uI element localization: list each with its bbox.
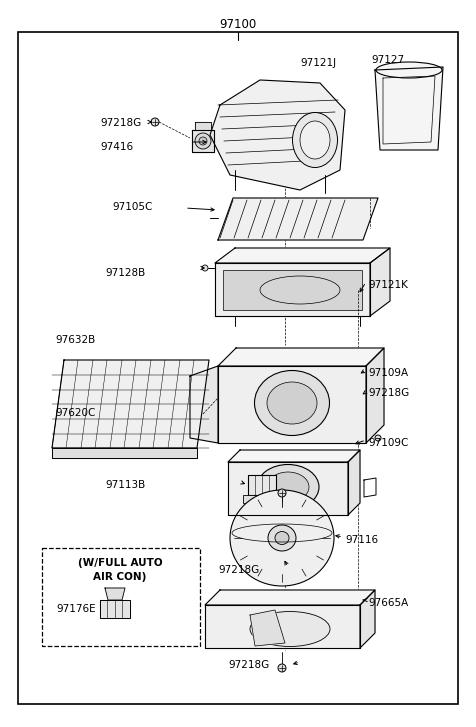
Text: 97632B: 97632B — [55, 335, 95, 345]
Text: 97176E: 97176E — [56, 604, 96, 614]
Polygon shape — [250, 610, 285, 646]
Ellipse shape — [257, 465, 319, 510]
Text: 97416: 97416 — [100, 142, 133, 152]
Text: 97620C: 97620C — [55, 408, 95, 418]
Polygon shape — [52, 448, 197, 458]
Text: AIR CON): AIR CON) — [93, 572, 147, 582]
Polygon shape — [100, 600, 130, 618]
Polygon shape — [228, 462, 348, 515]
Polygon shape — [195, 122, 211, 130]
Bar — [248, 475, 276, 495]
Text: 97665A: 97665A — [368, 598, 408, 608]
Polygon shape — [218, 366, 366, 443]
Text: 97127: 97127 — [371, 55, 405, 65]
Text: 97121J: 97121J — [300, 58, 336, 68]
Ellipse shape — [151, 118, 159, 126]
Ellipse shape — [230, 490, 334, 586]
Ellipse shape — [376, 62, 442, 78]
Bar — [42, 548, 200, 646]
Polygon shape — [360, 590, 375, 648]
Polygon shape — [205, 605, 360, 648]
Ellipse shape — [195, 133, 211, 149]
Ellipse shape — [199, 137, 207, 145]
Bar — [243, 495, 281, 503]
Text: 97218G: 97218G — [228, 660, 269, 670]
Text: 97121K: 97121K — [368, 280, 408, 290]
Ellipse shape — [275, 531, 289, 545]
Polygon shape — [215, 248, 390, 263]
Text: 97218G: 97218G — [218, 565, 259, 575]
Polygon shape — [375, 67, 443, 150]
Polygon shape — [215, 263, 370, 316]
Polygon shape — [210, 80, 345, 190]
Polygon shape — [190, 366, 218, 443]
Text: 97128B: 97128B — [105, 268, 145, 278]
Text: 97109C: 97109C — [368, 438, 408, 448]
Text: 97100: 97100 — [219, 18, 257, 31]
Ellipse shape — [278, 664, 286, 672]
Text: 97218G: 97218G — [368, 388, 409, 398]
Text: 97109A: 97109A — [368, 368, 408, 378]
Ellipse shape — [268, 525, 296, 551]
Polygon shape — [370, 248, 390, 316]
Polygon shape — [105, 588, 125, 600]
Ellipse shape — [202, 265, 208, 271]
Polygon shape — [192, 130, 214, 152]
Polygon shape — [348, 450, 360, 515]
Ellipse shape — [375, 435, 381, 441]
Polygon shape — [228, 450, 360, 462]
Ellipse shape — [292, 113, 337, 167]
Text: (W/FULL AUTO: (W/FULL AUTO — [78, 558, 162, 568]
Ellipse shape — [300, 121, 330, 159]
Ellipse shape — [267, 472, 309, 502]
Polygon shape — [218, 348, 384, 366]
Text: 97218G: 97218G — [100, 118, 141, 128]
Ellipse shape — [255, 371, 329, 435]
Polygon shape — [218, 198, 378, 240]
Polygon shape — [366, 348, 384, 443]
Bar — [223, 270, 362, 310]
Polygon shape — [52, 360, 209, 448]
Polygon shape — [205, 590, 375, 605]
Ellipse shape — [278, 489, 286, 497]
Text: 97105C: 97105C — [112, 202, 152, 212]
Text: 97116: 97116 — [345, 535, 378, 545]
Ellipse shape — [250, 611, 330, 646]
Text: 97113B: 97113B — [105, 480, 145, 490]
Ellipse shape — [267, 382, 317, 424]
